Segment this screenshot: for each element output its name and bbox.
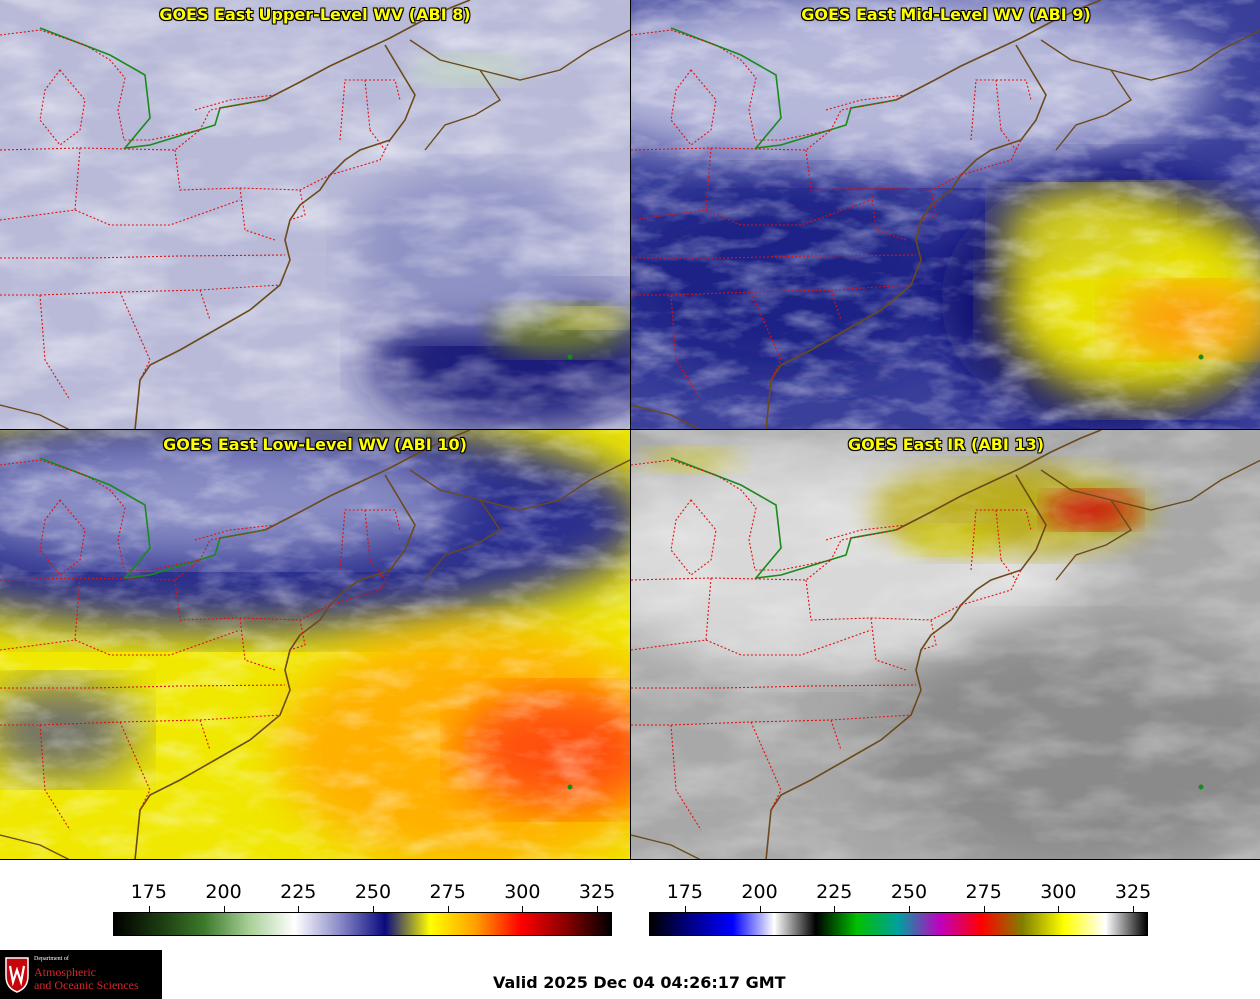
- ir-colorbar-tick: [908, 906, 910, 912]
- ir-colorbar-tick: [1133, 906, 1135, 912]
- ir-colorbar-tick-label: 250: [890, 881, 928, 903]
- low-level-wv-image: [0, 430, 630, 860]
- panel-bottom-border: [0, 859, 1260, 860]
- panel-title: GOES East Low-Level WV (ABI 10): [163, 435, 467, 454]
- logo-line-1: Department of: [34, 956, 69, 962]
- ir-colorbar-gradient: [649, 912, 1148, 936]
- wv-colorbar-tick-label: 200: [205, 881, 242, 903]
- wv-colorbar-tick: [597, 906, 599, 912]
- wv-colorbar-tick-label: 275: [429, 881, 466, 903]
- ir-colorbar-tick: [684, 906, 686, 912]
- panel-low-level-wv: GOES East Low-Level WV (ABI 10): [0, 430, 630, 860]
- wv-colorbar-tick: [148, 906, 150, 912]
- wv-colorbar-tick-label: 225: [280, 881, 317, 903]
- wv-colorbar-tick: [447, 906, 449, 912]
- ir-colorbar-tick: [1058, 906, 1060, 912]
- ir-colorbar-tick-label: 225: [816, 881, 853, 903]
- mid-level-wv-image: [631, 0, 1260, 430]
- aos-logo: Department of Atmospheric and Oceanic Sc…: [0, 950, 162, 999]
- wv-colorbar-tick-label: 300: [504, 881, 541, 903]
- panel-ir: GOES East IR (ABI 13): [631, 430, 1260, 860]
- wv-colorbar-tick: [372, 906, 374, 912]
- logo-line-2: Atmospheric: [34, 965, 96, 979]
- panel-divider-horizontal: [0, 429, 1260, 430]
- wv-colorbar-tick-label: 325: [578, 881, 616, 903]
- panel-title: GOES East Upper-Level WV (ABI 8): [159, 5, 471, 24]
- ir-colorbar-tick-label: 275: [965, 881, 1002, 903]
- wv-colorbar-tick: [223, 906, 225, 912]
- upper-level-wv-image: [0, 0, 630, 430]
- ir-colorbar-tick-label: 175: [666, 881, 703, 903]
- ir-image: [631, 430, 1260, 860]
- ir-colorbar-tick: [759, 906, 761, 912]
- valid-time: Valid 2025 Dec 04 04:26:17 GMT: [493, 973, 786, 992]
- wv-colorbar-tick-label: 250: [354, 881, 392, 903]
- ir-colorbar-tick: [983, 906, 985, 912]
- wv-colorbar-tick: [298, 906, 300, 912]
- panel-upper-level-wv: GOES East Upper-Level WV (ABI 8): [0, 0, 630, 430]
- uw-shield-icon: [5, 957, 29, 993]
- wv-colorbar-tick: [522, 906, 524, 912]
- panel-title: GOES East Mid-Level WV (ABI 9): [801, 5, 1091, 24]
- ir-colorbar-tick-label: 300: [1040, 881, 1077, 903]
- panel-title: GOES East IR (ABI 13): [847, 435, 1045, 454]
- wv-colorbar-gradient: [113, 912, 612, 936]
- panel-mid-level-wv: GOES East Mid-Level WV (ABI 9): [631, 0, 1260, 430]
- ir-colorbar-tick: [834, 906, 836, 912]
- ir-colorbar-tick-label: 325: [1114, 881, 1152, 903]
- logo-line-3: and Oceanic Sciences: [34, 978, 139, 992]
- wv-colorbar-tick-label: 175: [130, 881, 167, 903]
- ir-colorbar-tick-label: 200: [741, 881, 778, 903]
